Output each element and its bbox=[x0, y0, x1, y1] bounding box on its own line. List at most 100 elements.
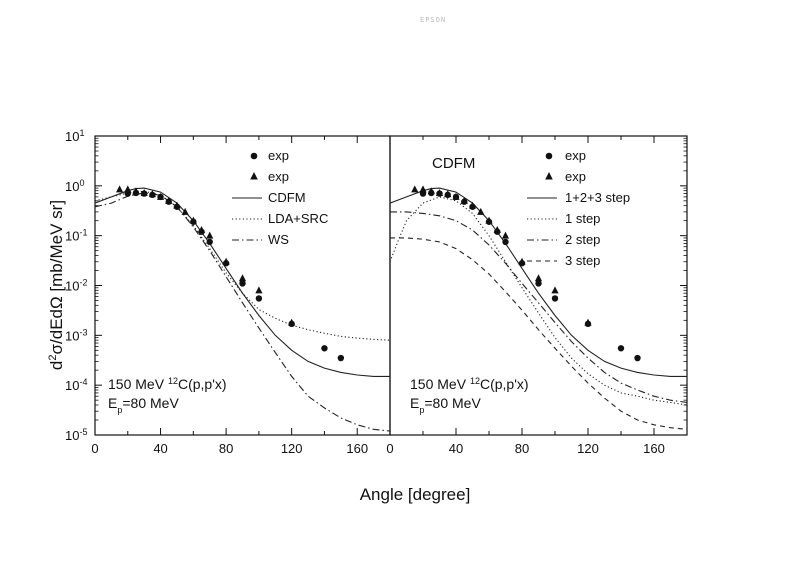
left-annotation-line2: Ep=80 MeV bbox=[108, 395, 179, 415]
right-exp-triangle-point bbox=[477, 207, 485, 215]
left-ann-l1-post: C(p,p'x) bbox=[178, 376, 227, 392]
ytick-label: 100 bbox=[65, 178, 84, 194]
left-exp-triangle-point bbox=[206, 231, 214, 239]
right-xtick-label: 0 bbox=[386, 441, 393, 456]
right-exp-circle-point bbox=[617, 345, 625, 352]
right-legend-label: exp bbox=[565, 148, 586, 163]
left-exp-triangle-point bbox=[115, 185, 124, 193]
left-exp-triangle-point bbox=[197, 225, 206, 233]
left-exp-triangle-point bbox=[222, 257, 230, 265]
left-ann-l1-sup: 12 bbox=[168, 376, 178, 386]
left-exp-triangle-point bbox=[156, 192, 165, 200]
ytick-label-exp: -1 bbox=[79, 228, 87, 238]
left-exp-triangle-point bbox=[165, 196, 173, 204]
right-legend-label: 2 step bbox=[565, 232, 600, 247]
ytick-label-base: 10 bbox=[65, 328, 79, 343]
ytick-label: 10-4 bbox=[65, 377, 87, 393]
left-xtick-label: 160 bbox=[346, 441, 368, 456]
left-exp-triangle-point bbox=[132, 187, 140, 195]
right-ann-l1-pre: 150 MeV bbox=[410, 376, 470, 392]
left-legend-circle-icon bbox=[250, 152, 258, 160]
right-exp-triangle-point bbox=[551, 286, 559, 294]
right-exp-triangle-point bbox=[444, 190, 452, 198]
left-exp-triangle-point bbox=[238, 274, 247, 282]
points-layer bbox=[115, 185, 641, 362]
ytick-label-base: 10 bbox=[65, 229, 79, 244]
left-xtick-label: 40 bbox=[153, 441, 167, 456]
right-legend-label: exp bbox=[565, 169, 586, 184]
ytick-label-exp: 0 bbox=[79, 178, 84, 188]
right-exp-circle-point bbox=[535, 280, 542, 287]
right-legend-circle-icon bbox=[545, 152, 553, 160]
right-exp-circle-point bbox=[551, 295, 559, 302]
right-curve-1-step bbox=[390, 196, 687, 406]
ytick-label-base: 10 bbox=[65, 279, 79, 294]
right-exp-triangle-point bbox=[419, 185, 427, 193]
left-legend-label: exp bbox=[268, 169, 289, 184]
left-ann-l2-post: =80 MeV bbox=[122, 395, 179, 411]
left-exp-triangle-point bbox=[140, 188, 148, 196]
right-exp-triangle-point bbox=[452, 192, 460, 200]
right-exp-circle-point bbox=[502, 238, 509, 246]
ytick-label-exp: 1 bbox=[79, 128, 84, 138]
left-curve-cdfm bbox=[95, 187, 390, 377]
left-exp-triangle-point bbox=[124, 185, 132, 193]
ytick-label: 10-5 bbox=[65, 427, 87, 443]
right-exp-triangle-point bbox=[501, 231, 510, 239]
right-ann-l2-sub: p bbox=[419, 405, 424, 415]
right-ann-l2-pre: E bbox=[410, 395, 419, 411]
left-exp-triangle-point bbox=[173, 201, 181, 209]
ytick-label-exp: -5 bbox=[79, 427, 87, 437]
y-axis-title-rest: σ/dEdΩ [mb/MeV sr] bbox=[47, 200, 66, 355]
right-exp-triangle-point bbox=[427, 187, 435, 195]
y-axis-title-sup: 2 bbox=[47, 354, 59, 360]
ytick-label-exp: -3 bbox=[79, 327, 87, 337]
left-legend-label: CDFM bbox=[268, 190, 306, 205]
left-xtick-label: 120 bbox=[281, 441, 303, 456]
ytick-label-base: 10 bbox=[65, 428, 79, 443]
left-exp-circle-point bbox=[255, 295, 263, 302]
x-axis-title: Angle [degree] bbox=[360, 485, 471, 504]
right-ann-l1-sup: 12 bbox=[470, 376, 480, 386]
right-exp-triangle-point bbox=[485, 216, 493, 224]
left-xtick-label: 80 bbox=[219, 441, 233, 456]
right-annotation-line1: 150 MeV 12C(p,p'x) bbox=[410, 376, 529, 392]
left-exp-circle-point bbox=[337, 354, 345, 362]
scan-stamp: EPSON bbox=[420, 16, 446, 24]
right-exp-triangle-point bbox=[534, 274, 543, 282]
right-panel-title: CDFM bbox=[432, 155, 475, 172]
right-xtick-label: 120 bbox=[577, 441, 599, 456]
right-exp-triangle-point bbox=[584, 318, 592, 326]
right-exp-circle-point bbox=[634, 354, 641, 362]
curves-layer bbox=[95, 187, 687, 432]
right-ann-l1-post: C(p,p'x) bbox=[480, 376, 529, 392]
right-legend-label: 1 step bbox=[565, 211, 600, 226]
right-exp-triangle-point bbox=[518, 257, 526, 265]
right-ann-l2-post: =80 MeV bbox=[424, 395, 481, 411]
left-curve-ws bbox=[95, 192, 390, 432]
left-exp-triangle-point bbox=[255, 286, 263, 294]
ytick-label-base: 10 bbox=[65, 179, 79, 194]
ytick-label: 101 bbox=[65, 128, 84, 144]
right-legend-label: 3 step bbox=[565, 253, 600, 268]
right-exp-triangle-point bbox=[411, 185, 419, 193]
right-curve-3-step bbox=[390, 237, 687, 430]
right-xtick-label: 40 bbox=[449, 441, 463, 456]
right-exp-triangle-point bbox=[468, 201, 477, 209]
ytick-label-exp: -4 bbox=[79, 377, 87, 387]
left-exp-triangle-point bbox=[181, 207, 189, 215]
right-curve-1-2-3-step bbox=[390, 187, 687, 377]
ytick-label: 10-2 bbox=[65, 278, 87, 294]
left-exp-circle-point bbox=[239, 280, 246, 287]
y-axis-title-d: d bbox=[47, 361, 66, 370]
right-xtick-label: 80 bbox=[515, 441, 529, 456]
left-ann-l2-pre: E bbox=[108, 395, 117, 411]
right-xtick-label: 160 bbox=[643, 441, 665, 456]
left-exp-triangle-point bbox=[148, 190, 156, 198]
left-legend-label: LDA+SRC bbox=[268, 211, 328, 226]
right-legend-triangle-icon bbox=[545, 172, 553, 180]
left-exp-triangle-point bbox=[288, 318, 296, 326]
ytick-label-exp: -2 bbox=[79, 278, 87, 288]
